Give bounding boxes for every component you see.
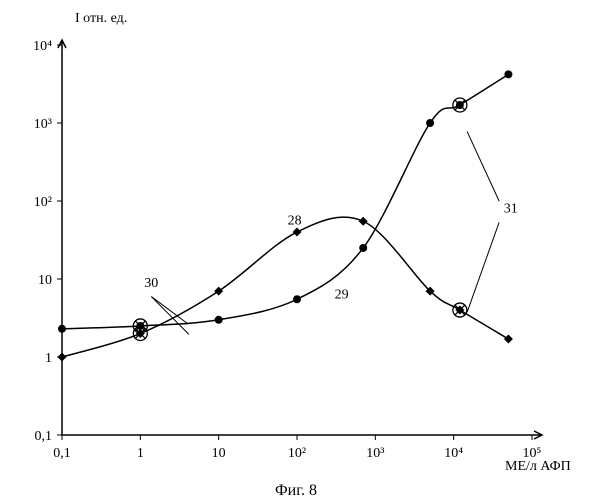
label-28: 28 [288,213,302,228]
svg-text:10⁴: 10⁴ [444,446,463,461]
svg-text:1: 1 [137,446,144,461]
svg-text:10⁴: 10⁴ [33,39,52,54]
svg-text:0,1: 0,1 [53,446,71,461]
svg-text:10: 10 [38,273,52,288]
svg-text:0,1: 0,1 [35,429,53,444]
svg-text:10²: 10² [34,195,52,210]
chart-svg: I отн. ед. МЕ/л АФП Фиг. 8 0,1 1 10 10² 10³ 1… [0,0,593,500]
x-axis-title: МЕ/л АФП [505,459,571,474]
figure-caption: Фиг. 8 [275,482,317,499]
series-29 [58,70,512,332]
svg-text:10³: 10³ [366,446,384,461]
svg-text:1: 1 [45,351,52,366]
svg-text:10³: 10³ [34,117,52,132]
label-29: 29 [335,288,349,303]
svg-text:10⁵: 10⁵ [523,446,542,461]
y-axis-title: I отн. ед. [75,11,127,26]
series-28 [58,217,513,362]
x-tick-labels: 0,1 1 10 10² 10³ 10⁴ 10⁵ [53,435,541,461]
svg-text:10: 10 [212,446,226,461]
y-tick-labels: 0,1 1 10 10² 10³ 10⁴ [33,39,62,444]
label-30: 30 [144,276,158,291]
label-31: 31 [504,202,518,217]
svg-text:10²: 10² [288,446,306,461]
